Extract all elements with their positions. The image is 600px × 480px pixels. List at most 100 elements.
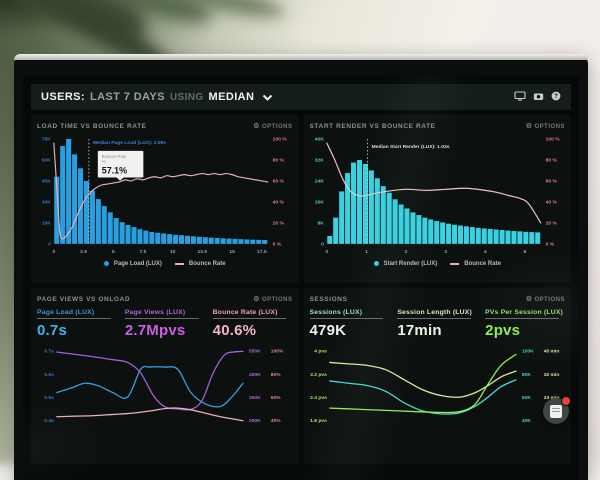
svg-text:60K: 60K [521, 395, 530, 401]
svg-text:0: 0 [325, 249, 328, 255]
metric-underline [37, 318, 111, 319]
svg-text:0.6s: 0.6s [44, 372, 54, 378]
metric-label: Bounce Rate (LUX) [212, 309, 278, 316]
metric-underline [124, 318, 199, 319]
header-using-label: USING [169, 91, 204, 103]
svg-text:80 %: 80 % [273, 158, 285, 164]
svg-text:8K: 8K [317, 221, 324, 227]
svg-text:17.5: 17.5 [257, 249, 267, 255]
svg-text:0.7s: 0.7s [44, 349, 54, 355]
svg-text:60K: 60K [42, 158, 51, 164]
legend-label: Bounce Rate [464, 260, 501, 267]
metric-value: 40.6% [212, 322, 257, 339]
metric-underline [212, 318, 287, 319]
svg-text:550K: 550K [249, 349, 261, 355]
svg-text:1: 1 [365, 249, 368, 255]
panel-start-render-vs-bounce-rate: START RENDER VS BOUNCE RATE ⚙ OPTIONS 40… [303, 115, 571, 283]
dashboard-grid: LOAD TIME VS BOUNCE RATE ⚙ OPTIONS 75K 60… [31, 115, 571, 464]
legend-dash [450, 262, 460, 265]
svg-text:0: 0 [52, 249, 55, 255]
metric-value: 2.7Mpvs [124, 322, 186, 339]
metric-page-load: Page Load (LUX) 0.7s [37, 309, 117, 339]
svg-text:80%: 80% [271, 372, 281, 378]
svg-text:0: 0 [321, 242, 324, 248]
metric-underline [485, 318, 559, 319]
legend-dot [103, 261, 109, 267]
svg-text:1.6 pvs: 1.6 pvs [310, 418, 327, 424]
help-icon[interactable]: ? [551, 88, 561, 106]
legend-dash [174, 262, 184, 265]
svg-text:0.4s: 0.4s [44, 418, 54, 424]
svg-text:40 min: 40 min [543, 349, 559, 355]
svg-text:75K: 75K [42, 137, 51, 143]
laptop-screen: USERS: LAST 7 DAYS USING MEDIAN ? [23, 76, 579, 480]
svg-text:20 %: 20 % [545, 221, 557, 227]
svg-text:60%: 60% [271, 395, 281, 401]
notification-badge [561, 396, 571, 406]
panel-load-time-vs-bounce-rate: LOAD TIME VS BOUNCE RATE ⚙ OPTIONS 75K 60… [31, 115, 299, 283]
options-label: OPTIONS [261, 123, 293, 130]
gear-icon: ⚙ [525, 123, 533, 130]
header-metric-label: MEDIAN [208, 91, 255, 103]
svg-text:?: ? [554, 93, 558, 100]
svg-text:3.2 pvs: 3.2 pvs [310, 372, 327, 378]
svg-text:45K: 45K [42, 179, 51, 185]
svg-text:32K: 32K [314, 158, 323, 164]
svg-text:20 %: 20 % [273, 221, 285, 227]
chevron-down-icon[interactable] [262, 94, 273, 101]
svg-text:60 %: 60 % [273, 179, 285, 185]
metric-underline [397, 318, 472, 319]
metric-pvs-per-session: PVs Per Session (LUX) 2pvs [485, 309, 565, 339]
laptop-lid-edge [14, 54, 588, 60]
metric-label: PVs Per Session (LUX) [485, 309, 564, 316]
metrics-row: Page Load (LUX) 0.7s Page Views (LUX) 2.… [37, 309, 293, 339]
svg-text:0.5s: 0.5s [44, 395, 54, 401]
metric-label: Page Views (LUX) [124, 309, 186, 316]
start-render-chart[interactable]: 40K 32K 24K 16K 8K 0 100 % 80 % 60 % 40 % 20 % 0 % 0… [310, 133, 566, 258]
svg-text:7.5: 7.5 [140, 249, 147, 255]
svg-text:32 min: 32 min [543, 372, 559, 378]
options-label: OPTIONS [534, 296, 565, 303]
options-button[interactable]: ⚙ OPTIONS [253, 296, 292, 303]
svg-text:40 %: 40 % [273, 200, 285, 206]
chat-widget-button[interactable] [543, 396, 571, 424]
panel-title: SESSIONS [309, 296, 348, 303]
display-icon[interactable] [514, 88, 526, 106]
svg-text:60 %: 60 % [545, 179, 557, 185]
camera-icon[interactable] [533, 88, 544, 106]
svg-text:Median Start Render (LUX): 1.0: Median Start Render (LUX): 1.03s [371, 144, 449, 150]
chart-legend: Page Load (LUX) Bounce Rate [37, 259, 293, 269]
svg-text:0 %: 0 % [273, 242, 282, 248]
page-views-chart[interactable]: 0.7s 0.6s 0.5s 0.4s 550K 450K 350K 250K 100% 80% 6… [37, 341, 293, 432]
svg-text:350K: 350K [249, 395, 261, 401]
svg-text:2: 2 [404, 249, 407, 255]
svg-text:10: 10 [170, 249, 176, 255]
svg-text:2.4 pvs: 2.4 pvs [310, 395, 327, 401]
chat-icon [550, 404, 562, 418]
svg-text:24 min: 24 min [543, 395, 559, 401]
metric-value: 479K [309, 322, 347, 339]
metric-bounce-rate: Bounce Rate (LUX) 40.6% [212, 309, 293, 339]
metric-page-views: Page Views (LUX) 2.7Mpvs [124, 309, 205, 339]
options-label: OPTIONS [534, 123, 565, 130]
svg-text:24K: 24K [314, 179, 323, 185]
options-button[interactable]: ⚙ OPTIONS [253, 123, 292, 130]
svg-text:15: 15 [229, 249, 235, 255]
sessions-chart[interactable]: 4 pvs 3.2 pvs 2.4 pvs 1.6 pvs 100K 80K 60K 40K 4… [310, 341, 566, 432]
metric-underline [309, 318, 384, 319]
options-button[interactable]: ⚙ OPTIONS [526, 296, 565, 303]
svg-text:40K: 40K [521, 418, 530, 424]
options-button[interactable]: ⚙ OPTIONS [526, 123, 565, 130]
dashboard-header: USERS: LAST 7 DAYS USING MEDIAN ? [31, 84, 571, 110]
metrics-row: Sessions (LUX) 479K Session Length (LUX)… [309, 309, 566, 339]
svg-text:40%: 40% [271, 418, 281, 424]
header-users-label: USERS: [41, 91, 85, 103]
legend-dot [373, 261, 379, 267]
svg-text:40K: 40K [314, 137, 323, 143]
svg-text:3: 3 [444, 249, 447, 255]
svg-text:15K: 15K [42, 221, 51, 227]
svg-text:2.5: 2.5 [80, 249, 87, 255]
metric-label: Session Length (LUX) [397, 309, 472, 316]
svg-text:57.1%: 57.1% [102, 166, 127, 176]
